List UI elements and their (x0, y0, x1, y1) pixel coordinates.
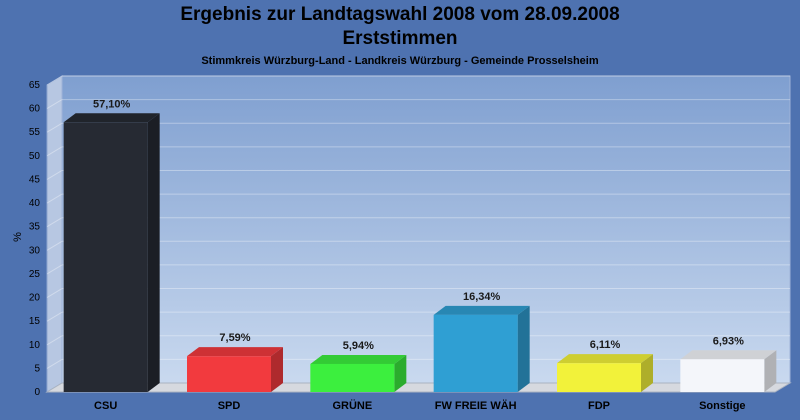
x-tick-label: Sonstige (699, 400, 745, 412)
bar-side (271, 347, 283, 392)
bar-top (63, 113, 160, 123)
bar-top (557, 354, 653, 364)
gridline-depth (46, 288, 63, 298)
gridline-depth (46, 170, 63, 180)
bar-top (187, 347, 283, 357)
bar-top (680, 350, 777, 360)
x-tick-label: GRÜNE (332, 399, 372, 412)
bar-front (63, 122, 148, 392)
gridline-depth (46, 99, 63, 110)
x-tick-label: SPD (218, 400, 241, 412)
bar-side (147, 113, 160, 392)
data-label: 6,11% (590, 339, 621, 351)
data-label: 5,94% (343, 340, 374, 352)
gridline-depth (46, 240, 63, 251)
bar-fdp: 6,11% (557, 339, 653, 392)
data-label: 16,34% (463, 291, 501, 303)
bars: 57,10% 7,59% 5,94% 16,34% 6,11% 6,93% (63, 98, 777, 392)
bar-front (187, 356, 271, 392)
y-tick-label: 5 (34, 363, 40, 374)
bar-front (310, 363, 395, 392)
plot-area (45, 75, 792, 393)
chart-subtitle: Erststimmen (342, 28, 458, 49)
bar-sonstige: 6,93% (680, 335, 777, 392)
y-tick-label: 0 (34, 387, 40, 398)
bar-spd: 7,59% (187, 332, 283, 392)
plot-left-wall (46, 75, 63, 393)
y-tick-label: 55 (29, 127, 41, 138)
data-label: 6,93% (713, 335, 744, 347)
x-tick-label: FW FREIE WÄH (435, 399, 517, 412)
y-axis-label: % (12, 232, 24, 242)
y-tick-label: 65 (29, 80, 41, 91)
bar-top (433, 305, 530, 315)
bar-front (433, 314, 518, 392)
y-tick-label: 50 (29, 151, 41, 162)
gridline-depth (46, 311, 63, 322)
y-tick-label: 40 (29, 198, 41, 209)
y-tick-label: 25 (29, 269, 41, 280)
gridline-depth (46, 358, 63, 369)
gridline-depth (46, 264, 63, 275)
bar-side (641, 354, 653, 392)
chart-subsubtitle: Stimmkreis Würzburg-Land - Landkreis Wür… (201, 55, 599, 67)
plot-back-wall (61, 75, 791, 384)
gridline-depth (46, 193, 63, 204)
y-tick-label: 15 (29, 316, 41, 327)
data-label: 7,59% (219, 332, 250, 344)
gridline-depth (46, 146, 63, 157)
y-tick-label: 45 (29, 174, 41, 185)
y-tick-label: 35 (29, 222, 41, 233)
gridline-depth (46, 217, 63, 228)
gridline-depth (46, 335, 63, 346)
x-tick-label: FDP (588, 400, 610, 412)
x-axis-labels: CSU SPD GRÜNE FW FREIE WÄH FDP Sonstige (94, 399, 746, 412)
bar-csu: 57,10% (63, 98, 160, 392)
gridline-depth (46, 122, 63, 133)
bar-front (557, 363, 641, 392)
y-tick-label: 10 (29, 340, 41, 351)
y-tick-label: 60 (29, 104, 41, 115)
gridlines (46, 75, 790, 369)
bar-fw-freie-wäh: 16,34% (433, 291, 530, 392)
bar-side (764, 350, 777, 392)
data-label: 57,10% (93, 98, 131, 110)
plot-floor (45, 382, 792, 393)
y-tick-label: 30 (29, 245, 41, 256)
bar-side (517, 305, 530, 392)
y-tick-label: 20 (29, 293, 41, 304)
bar-top (310, 354, 407, 364)
bar-front (680, 359, 765, 392)
y-axis-ticks: 0 5 10 15 20 25 30 35 40 45 50 55 60 65 (29, 80, 41, 398)
gridline-depth (46, 75, 63, 86)
x-tick-label: CSU (94, 400, 117, 412)
bar-side (394, 354, 407, 392)
bar-grüne: 5,94% (310, 340, 407, 392)
chart-title: Ergebnis zur Landtagswahl 2008 vom 28.09… (180, 4, 620, 25)
